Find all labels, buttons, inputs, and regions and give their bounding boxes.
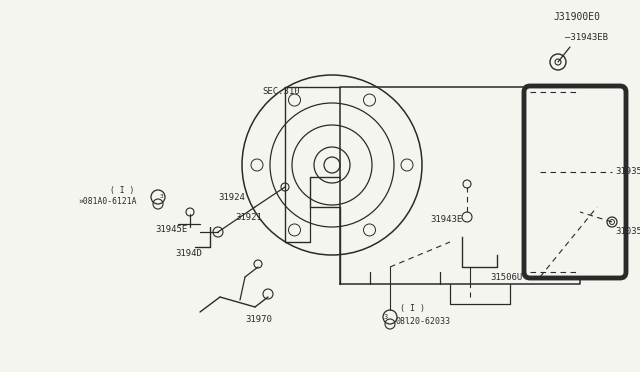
Text: —31943EB: —31943EB (565, 32, 608, 42)
Text: 31921: 31921 (235, 212, 262, 221)
Text: 31945E: 31945E (155, 224, 188, 234)
Text: ( I ): ( I ) (110, 186, 134, 195)
Text: 31924: 31924 (218, 192, 245, 202)
Text: 3: 3 (384, 314, 388, 320)
Text: J31900E0: J31900E0 (553, 12, 600, 22)
Text: 3194D: 3194D (175, 250, 202, 259)
Text: 31035A: 31035A (615, 228, 640, 237)
Text: 08l20-62033: 08l20-62033 (395, 317, 450, 327)
Text: 31970: 31970 (245, 315, 272, 324)
Text: ( I ): ( I ) (400, 305, 425, 314)
FancyBboxPatch shape (524, 86, 626, 278)
Text: 3: 3 (160, 195, 164, 199)
Text: 31935: 31935 (615, 167, 640, 176)
Text: 31943E: 31943E (430, 215, 462, 224)
Text: SEC.310: SEC.310 (262, 87, 300, 96)
Text: 31506U: 31506U (490, 273, 522, 282)
Text: »081A0-6121A: »081A0-6121A (78, 198, 136, 206)
